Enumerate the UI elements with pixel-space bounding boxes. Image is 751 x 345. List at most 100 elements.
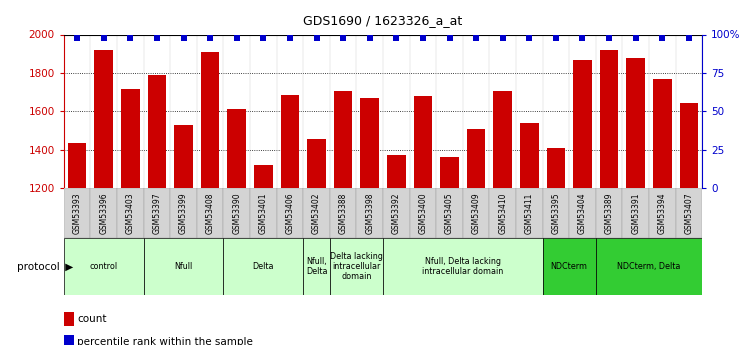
Bar	[467, 129, 485, 188]
Text: control: control	[89, 262, 118, 271]
Point	[177, 36, 189, 41]
Bar	[117, 188, 143, 238]
Point	[151, 36, 163, 41]
Point	[470, 36, 482, 41]
Bar	[357, 188, 383, 238]
Point	[417, 36, 429, 41]
Text: GSM53394: GSM53394	[658, 192, 667, 234]
Text: GSM53395: GSM53395	[551, 192, 560, 234]
Bar	[490, 188, 516, 238]
Point	[231, 36, 243, 41]
Text: ▶: ▶	[62, 262, 73, 272]
Text: GSM53410: GSM53410	[498, 192, 507, 234]
Bar	[250, 188, 276, 238]
Bar	[653, 79, 671, 188]
Point	[204, 36, 216, 41]
Point	[71, 36, 83, 41]
Bar	[224, 188, 250, 238]
Text: GSM53393: GSM53393	[73, 192, 82, 234]
Bar	[148, 75, 166, 188]
Bar	[493, 91, 512, 188]
Bar	[224, 238, 303, 295]
Point	[577, 36, 589, 41]
Bar	[520, 123, 538, 188]
Bar	[95, 50, 113, 188]
Text: GSM53389: GSM53389	[605, 192, 614, 234]
Bar	[573, 60, 592, 188]
Point	[683, 36, 695, 41]
Bar	[626, 59, 645, 188]
Bar	[569, 188, 596, 238]
Point	[310, 36, 322, 41]
Text: GSM53407: GSM53407	[684, 192, 693, 234]
Point	[550, 36, 562, 41]
Bar	[623, 188, 649, 238]
Bar	[436, 188, 463, 238]
Point	[603, 36, 615, 41]
Text: GSM53399: GSM53399	[179, 192, 188, 234]
Text: GSM53406: GSM53406	[285, 192, 294, 234]
Text: GSM53402: GSM53402	[312, 192, 321, 234]
Bar	[228, 109, 246, 188]
Bar	[303, 188, 330, 238]
Bar	[463, 188, 490, 238]
Text: count: count	[77, 314, 107, 324]
Point	[337, 36, 349, 41]
Text: GSM53403: GSM53403	[126, 192, 135, 234]
Text: GSM53388: GSM53388	[339, 193, 348, 234]
Bar	[387, 155, 406, 188]
Bar	[143, 188, 170, 238]
Bar	[360, 98, 379, 188]
Bar	[383, 188, 409, 238]
Point	[363, 36, 376, 41]
Text: protocol: protocol	[17, 262, 60, 272]
Bar	[174, 125, 193, 188]
Bar	[649, 188, 676, 238]
Bar	[542, 188, 569, 238]
Bar	[414, 96, 433, 188]
Bar	[307, 139, 326, 188]
Bar	[383, 238, 542, 295]
Bar	[170, 188, 197, 238]
Text: GSM53397: GSM53397	[152, 192, 161, 234]
Point	[656, 36, 668, 41]
Text: GSM53392: GSM53392	[392, 192, 401, 234]
Point	[284, 36, 296, 41]
Text: Nfull: Nfull	[174, 262, 193, 271]
Bar	[600, 50, 618, 188]
Text: percentile rank within the sample: percentile rank within the sample	[77, 337, 253, 345]
Text: Nfull,
Delta: Nfull, Delta	[306, 257, 327, 276]
Text: GSM53390: GSM53390	[232, 192, 241, 234]
Bar	[201, 52, 219, 188]
Bar	[680, 102, 698, 188]
Bar	[409, 188, 436, 238]
Bar	[254, 165, 273, 188]
Bar	[516, 188, 543, 238]
Bar	[330, 188, 357, 238]
Text: GSM53396: GSM53396	[99, 192, 108, 234]
Text: Delta lacking
intracellular
domain: Delta lacking intracellular domain	[330, 252, 383, 282]
Bar	[330, 238, 383, 295]
Text: GDS1690 / 1623326_a_at: GDS1690 / 1623326_a_at	[303, 14, 463, 27]
Point	[258, 36, 270, 41]
Bar	[121, 89, 140, 188]
Point	[391, 36, 403, 41]
Bar	[90, 188, 117, 238]
Bar	[333, 91, 352, 188]
Point	[629, 36, 641, 41]
Bar	[596, 188, 623, 238]
Point	[444, 36, 456, 41]
Text: GSM53401: GSM53401	[259, 192, 268, 234]
Bar	[64, 188, 90, 238]
Text: GSM53409: GSM53409	[472, 192, 481, 234]
Text: GSM53398: GSM53398	[365, 192, 374, 234]
Bar	[303, 238, 330, 295]
Bar	[596, 238, 702, 295]
Text: Nfull, Delta lacking
intracellular domain: Nfull, Delta lacking intracellular domai…	[422, 257, 503, 276]
Point	[496, 36, 508, 41]
Bar	[276, 188, 303, 238]
Text: GSM53411: GSM53411	[525, 193, 534, 234]
Bar	[542, 238, 596, 295]
Bar	[281, 95, 299, 188]
Bar	[143, 238, 224, 295]
